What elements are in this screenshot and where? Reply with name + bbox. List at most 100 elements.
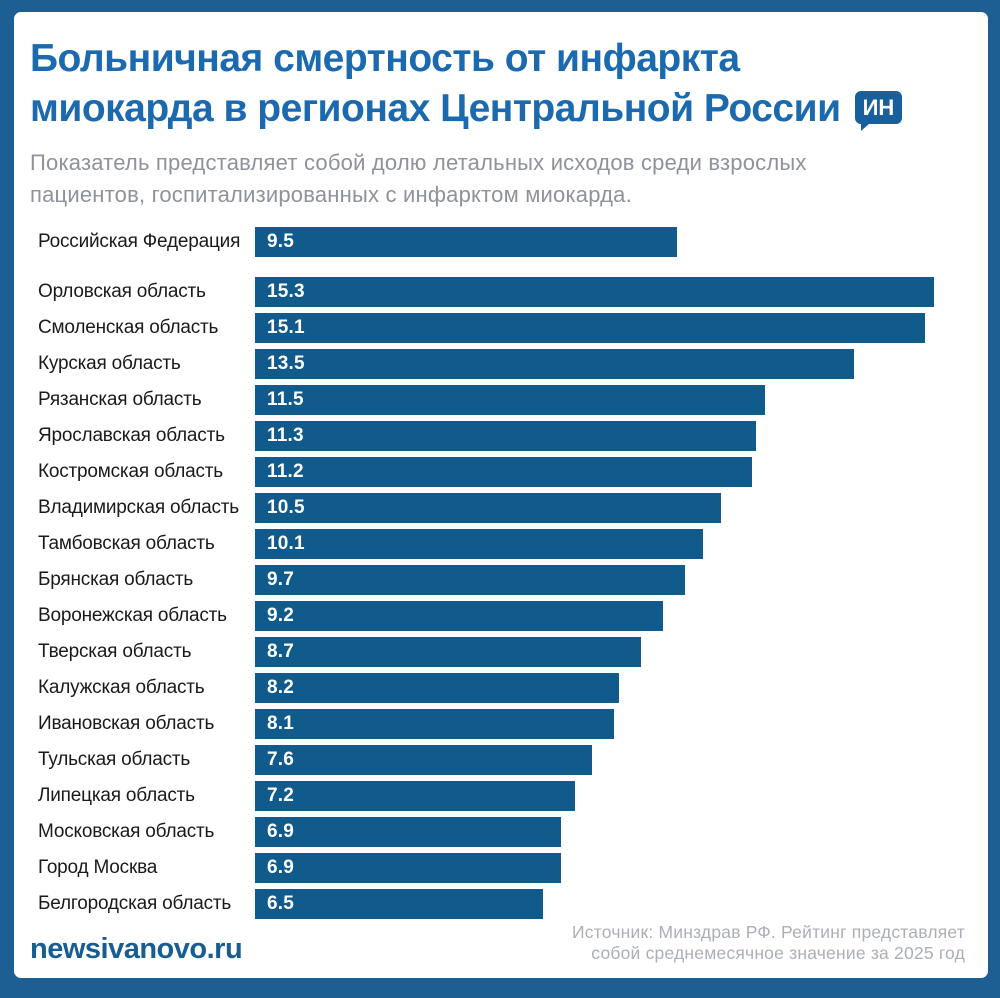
bar-value: 6.9 [267,857,295,878]
bar: 15.3 [255,277,934,307]
bar-row: Орловская область 15.3 [38,274,934,310]
bar-value: 8.7 [267,641,295,662]
bar: 11.3 [255,421,757,451]
bar-track: 8.1 [255,709,934,739]
region-label: Тульская область [38,749,191,770]
bar: 11.5 [255,385,766,415]
bar-row: Тульская область 7.6 [38,742,934,778]
bar-row: Ярославская область 11.3 [38,418,934,454]
bar-row: Тверская область 8.7 [38,634,934,670]
source-note: Источник: Минздрав РФ. Рейтинг представл… [572,922,965,972]
region-label: Город Москва [38,857,158,878]
bar-row: Российская Федерация 9.5 [38,224,934,260]
bar-row: Липецкая область 7.2 [38,778,934,814]
bar-value: 9.5 [267,231,295,252]
region-label: Курская область [38,353,181,374]
bar: 9.5 [255,227,677,257]
bar-value: 8.2 [267,677,295,698]
bar-row: Курская область 13.5 [38,346,934,382]
bar-row: Воронежская область 9.2 [38,598,934,634]
bar-value: 7.6 [267,749,295,770]
bar: 7.2 [255,781,575,811]
bar-track: 11.2 [255,457,934,487]
bar-value: 15.3 [267,281,305,302]
bar: 13.5 [255,349,855,379]
bar-track: 9.7 [255,565,934,595]
bar-value: 15.1 [267,317,305,338]
bar-row: Владимирская область 10.5 [38,490,934,526]
bar-track: 13.5 [255,349,934,379]
bar-track: 8.7 [255,637,934,667]
region-label: Костромская область [38,461,223,482]
bar-row: Белгородская область 6.5 [38,886,934,922]
bar-value: 9.7 [267,569,295,590]
subtitle-line-2: пациентов, госпитализированных с инфаркт… [30,182,632,207]
bar-value: 7.2 [267,785,295,806]
title-line-2: миокарда в регионах Центральной России ИН [30,84,968,134]
title-line-1: Больничная смертность от инфаркта [30,37,740,80]
bar-track: 9.5 [255,227,934,257]
bar: 8.1 [255,709,615,739]
bar-value: 10.1 [267,533,305,554]
news-agency-badge: ИН [854,91,903,132]
bar-track: 7.2 [255,781,934,811]
bar: 7.6 [255,745,593,775]
bar-track: 6.9 [255,817,934,847]
bar-row: Калужская область 8.2 [38,670,934,706]
bar-row: Тамбовская область 10.1 [38,526,934,562]
bar-track: 11.3 [255,421,934,451]
bar-track: 15.3 [255,277,934,307]
bar-value: 10.5 [267,497,305,518]
region-label: Калужская область [38,677,205,698]
bar: 9.2 [255,601,664,631]
region-label: Рязанская область [38,389,202,410]
chart-subtitle: Показатель представляет собой долю летал… [30,147,968,211]
region-label: Тамбовская область [38,533,215,554]
bar-chart: Российская Федерация 9.5 Орловская облас… [14,224,988,922]
subtitle-line-1: Показатель представляет собой долю летал… [30,150,807,175]
bar-row: Брянская область 9.7 [38,562,934,598]
bar-row: Костромская область 11.2 [38,454,934,490]
region-label: Брянская область [38,569,194,590]
site-logo: newsivanovo.ru [30,933,243,965]
region-label: Московская область [38,821,215,842]
bar-track: 10.1 [255,529,934,559]
bar: 6.9 [255,817,562,847]
bar-rows: Российская Федерация 9.5 Орловская облас… [38,224,934,922]
bar: 6.5 [255,889,544,919]
region-label: Владимирская область [38,497,239,518]
bar-value: 9.2 [267,605,295,626]
region-label: Российская Федерация [38,231,241,252]
bar-row: Московская область 6.9 [38,814,934,850]
bar: 10.5 [255,493,721,523]
bar-row: Смоленская область 15.1 [38,310,934,346]
source-line-2: собой среднемесячное значение за 2025 го… [591,943,965,963]
bar-track: 10.5 [255,493,934,523]
bar-row: Ивановская область 8.1 [38,706,934,742]
source-line-1: Источник: Минздрав РФ. Рейтинг представл… [572,922,965,942]
region-label: Белгородская область [38,893,232,914]
region-label: Воронежская область [38,605,227,626]
bar: 6.9 [255,853,562,883]
bar-value: 6.5 [267,893,295,914]
bar-value: 6.9 [267,821,295,842]
bar-track: 9.2 [255,601,934,631]
region-label: Орловская область [38,281,206,302]
bar: 11.2 [255,457,753,487]
bar-track: 7.6 [255,745,934,775]
page-title: Больничная смертность от инфаркта миокар… [30,34,968,134]
bar: 8.2 [255,673,619,703]
infographic-card: Больничная смертность от инфаркта миокар… [14,12,988,978]
bar-track: 15.1 [255,313,934,343]
region-label: Смоленская область [38,317,219,338]
bar-value: 8.1 [267,713,295,734]
bar-value: 11.3 [267,425,304,446]
bar-value: 11.5 [267,389,304,410]
bar: 10.1 [255,529,704,559]
bar-track: 8.2 [255,673,934,703]
bar-row: Город Москва 6.9 [38,850,934,886]
region-label: Тверская область [38,641,192,662]
bar-value: 13.5 [267,353,305,374]
bar-row: Рязанская область 11.5 [38,382,934,418]
